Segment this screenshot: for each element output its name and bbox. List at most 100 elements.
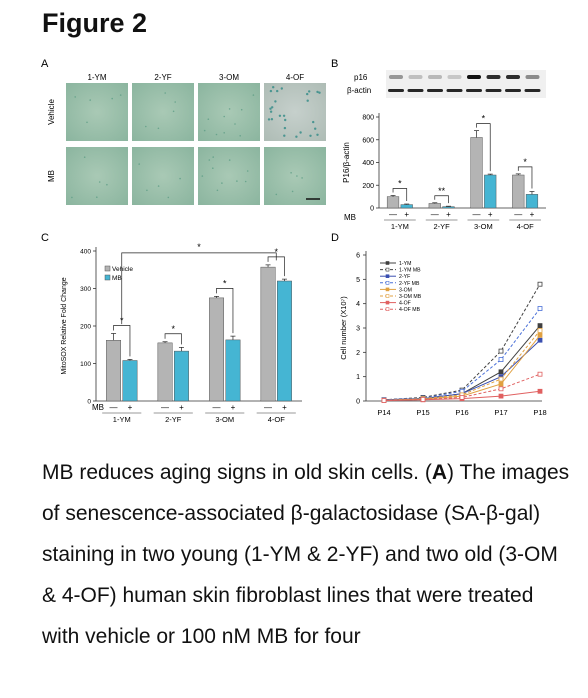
y-tick-label: 400 bbox=[80, 249, 91, 256]
beta-actin-band bbox=[485, 89, 502, 92]
data-point bbox=[420, 397, 426, 402]
stain-speck bbox=[74, 96, 76, 98]
bar-mb bbox=[442, 206, 455, 209]
stain-speck bbox=[174, 101, 176, 103]
significance-bracket bbox=[434, 195, 449, 204]
significance-marker: * bbox=[223, 278, 227, 288]
stain-speck bbox=[236, 180, 238, 182]
y-tick-label: 400 bbox=[362, 160, 374, 167]
stain-speck bbox=[269, 89, 273, 93]
p16-band bbox=[408, 75, 423, 79]
treatment-sign: + bbox=[404, 210, 409, 219]
treatment-sign: + bbox=[530, 210, 535, 219]
data-point bbox=[459, 394, 465, 400]
beta-actin-band bbox=[446, 89, 463, 92]
stain-speck bbox=[270, 118, 274, 121]
micrograph-column-label: 1-YM bbox=[87, 73, 106, 82]
legend-label: 2-YF bbox=[399, 274, 410, 280]
stain-speck bbox=[89, 99, 91, 101]
panel-label-c: C bbox=[41, 232, 49, 244]
x-tick-label: 3-OM bbox=[215, 415, 234, 424]
p16-band bbox=[467, 75, 481, 79]
stain-speck bbox=[316, 90, 319, 94]
significance-marker: * bbox=[274, 247, 278, 257]
chart-b-mb-label: MB bbox=[344, 213, 356, 222]
stain-speck bbox=[252, 94, 255, 96]
bar-mb bbox=[174, 350, 189, 402]
stain-speck bbox=[246, 170, 249, 172]
micrograph-image bbox=[66, 147, 128, 205]
legend-label: MB bbox=[112, 275, 122, 282]
x-tick-label: P14 bbox=[377, 408, 390, 417]
significance-marker: * bbox=[171, 324, 175, 334]
y-tick-label: 0 bbox=[370, 206, 374, 213]
significance-marker: * bbox=[523, 157, 527, 167]
y-tick-label: 3 bbox=[356, 326, 360, 333]
stain-speck bbox=[269, 110, 273, 113]
x-tick-label: 4-OF bbox=[268, 415, 286, 424]
chart-c-mb-label: MB bbox=[92, 403, 104, 412]
y-tick-label: 0 bbox=[87, 399, 91, 406]
y-tick-label: 100 bbox=[80, 361, 91, 368]
x-tick-label: P17 bbox=[494, 408, 507, 417]
stain-speck bbox=[96, 196, 98, 198]
treatment-sign: — bbox=[213, 403, 221, 412]
bar-mb bbox=[122, 360, 138, 402]
stain-speck bbox=[71, 196, 73, 199]
x-tick-label: P16 bbox=[455, 408, 468, 417]
p16-band bbox=[525, 75, 540, 79]
stain-speck bbox=[203, 129, 206, 132]
y-axis-title: Cell number (X10⁷) bbox=[339, 296, 348, 360]
micrograph-image bbox=[264, 147, 326, 205]
stain-speck bbox=[267, 118, 271, 121]
series-line bbox=[383, 330, 541, 401]
micrograph-image bbox=[264, 83, 326, 141]
beta-actin-band bbox=[427, 89, 443, 92]
stain-speck bbox=[306, 92, 309, 96]
stain-speck bbox=[145, 125, 147, 128]
legend-label: 3-OM MB bbox=[399, 294, 422, 300]
beta-actin-band bbox=[505, 89, 521, 92]
x-tick-label: 3-OM bbox=[474, 222, 493, 231]
stain-speck bbox=[290, 172, 292, 174]
stain-speck bbox=[276, 89, 279, 93]
treatment-sign: + bbox=[179, 403, 184, 412]
stain-speck bbox=[308, 90, 311, 93]
treatment-sign: — bbox=[389, 210, 397, 219]
data-point bbox=[537, 388, 543, 394]
legend-label: 4-OF MB bbox=[399, 307, 421, 313]
treatment-sign: + bbox=[282, 403, 287, 412]
stain-speck bbox=[111, 97, 113, 100]
significance-bracket bbox=[164, 333, 182, 345]
beta-actin-band bbox=[466, 89, 482, 92]
bar-vehicle bbox=[512, 174, 525, 209]
micrograph-image bbox=[66, 83, 128, 141]
bar-vehicle bbox=[157, 342, 173, 402]
micrograph-column-label: 4-OF bbox=[286, 73, 304, 82]
legend-label: 1-YM MB bbox=[399, 268, 421, 274]
legend-marker bbox=[385, 294, 390, 298]
bar-mb bbox=[484, 174, 497, 209]
data-point bbox=[498, 369, 504, 375]
stain-speck bbox=[157, 127, 160, 130]
panel-a-micrographs: 1-YM 2-YF 3-OM 4-OF Vehicle MB bbox=[47, 73, 326, 205]
micrograph-row-label: MB bbox=[47, 170, 56, 182]
stain-speck bbox=[295, 135, 298, 138]
data-point bbox=[498, 357, 504, 363]
treatment-sign: — bbox=[431, 210, 439, 219]
stain-speck bbox=[201, 175, 204, 177]
bar-vehicle bbox=[470, 137, 483, 209]
y-tick-label: 2 bbox=[356, 350, 360, 357]
data-point bbox=[537, 332, 543, 338]
legend-swatch bbox=[104, 265, 111, 272]
stain-speck bbox=[179, 177, 181, 180]
bar-vehicle bbox=[386, 196, 400, 209]
legend-marker bbox=[385, 281, 390, 285]
stain-speck bbox=[157, 185, 160, 187]
stain-speck bbox=[309, 134, 312, 137]
y-tick-label: 200 bbox=[80, 324, 91, 331]
y-tick-label: 800 bbox=[362, 115, 374, 122]
stain-speck bbox=[223, 115, 225, 118]
significance-bracket bbox=[392, 188, 408, 202]
legend-label: Vehicle bbox=[112, 266, 133, 273]
